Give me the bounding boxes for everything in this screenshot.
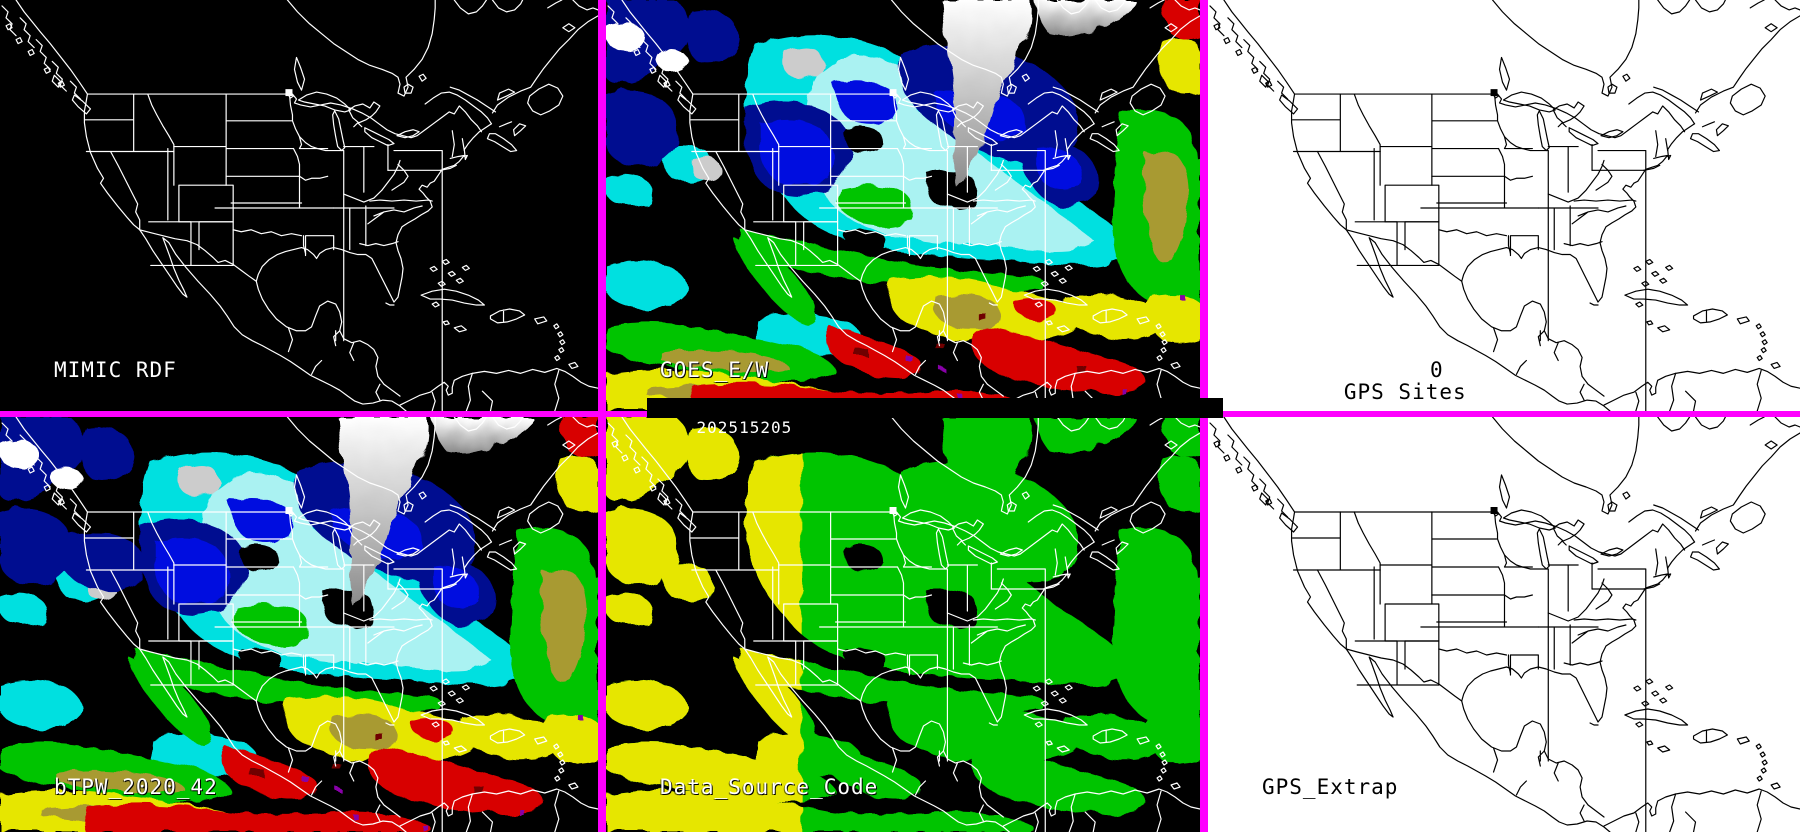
goes-e-w-map-art	[606, 0, 1200, 411]
gps-sites-label-text: GPS Sites	[1343, 380, 1467, 404]
panel-label-gps-sites: GPS Sites 0	[1262, 359, 1467, 411]
data-source-code-map-art	[606, 417, 1200, 832]
panel-btpw-2020-42[interactable]: bTPW_2020_42	[0, 417, 598, 832]
panel-label-goes-e-w: GOES_E/W	[660, 358, 770, 382]
panel-gps-extrap[interactable]: GPS_Extrap	[1208, 417, 1800, 832]
panel-gps-sites[interactable]: GPS Sites 0	[1208, 0, 1800, 411]
gps-extrap-map-art	[1209, 417, 1800, 832]
panel-label-mimic-rdf: MIMIC RDF	[54, 358, 177, 382]
timestamp-text: 202515205	[696, 418, 793, 437]
btpw-map-art	[0, 417, 598, 832]
panel-goes-e-w[interactable]: GOES_E/W	[606, 0, 1200, 411]
mimic-rdf-map-art	[1, 0, 598, 411]
gps-sites-count: 0	[1430, 358, 1444, 382]
gps-sites-map-art	[1209, 0, 1800, 411]
panel-label-btpw-2020-42: bTPW_2020_42	[54, 775, 218, 799]
panel-data-source-code[interactable]: Data_Source_Code	[606, 417, 1200, 832]
timestamp-bar: 202515205	[647, 398, 1223, 437]
panel-label-data-source-code: Data_Source_Code	[660, 775, 879, 799]
panel-label-gps-extrap: GPS_Extrap	[1262, 775, 1399, 799]
panel-mimic-rdf[interactable]: MIMIC RDF	[0, 0, 598, 411]
